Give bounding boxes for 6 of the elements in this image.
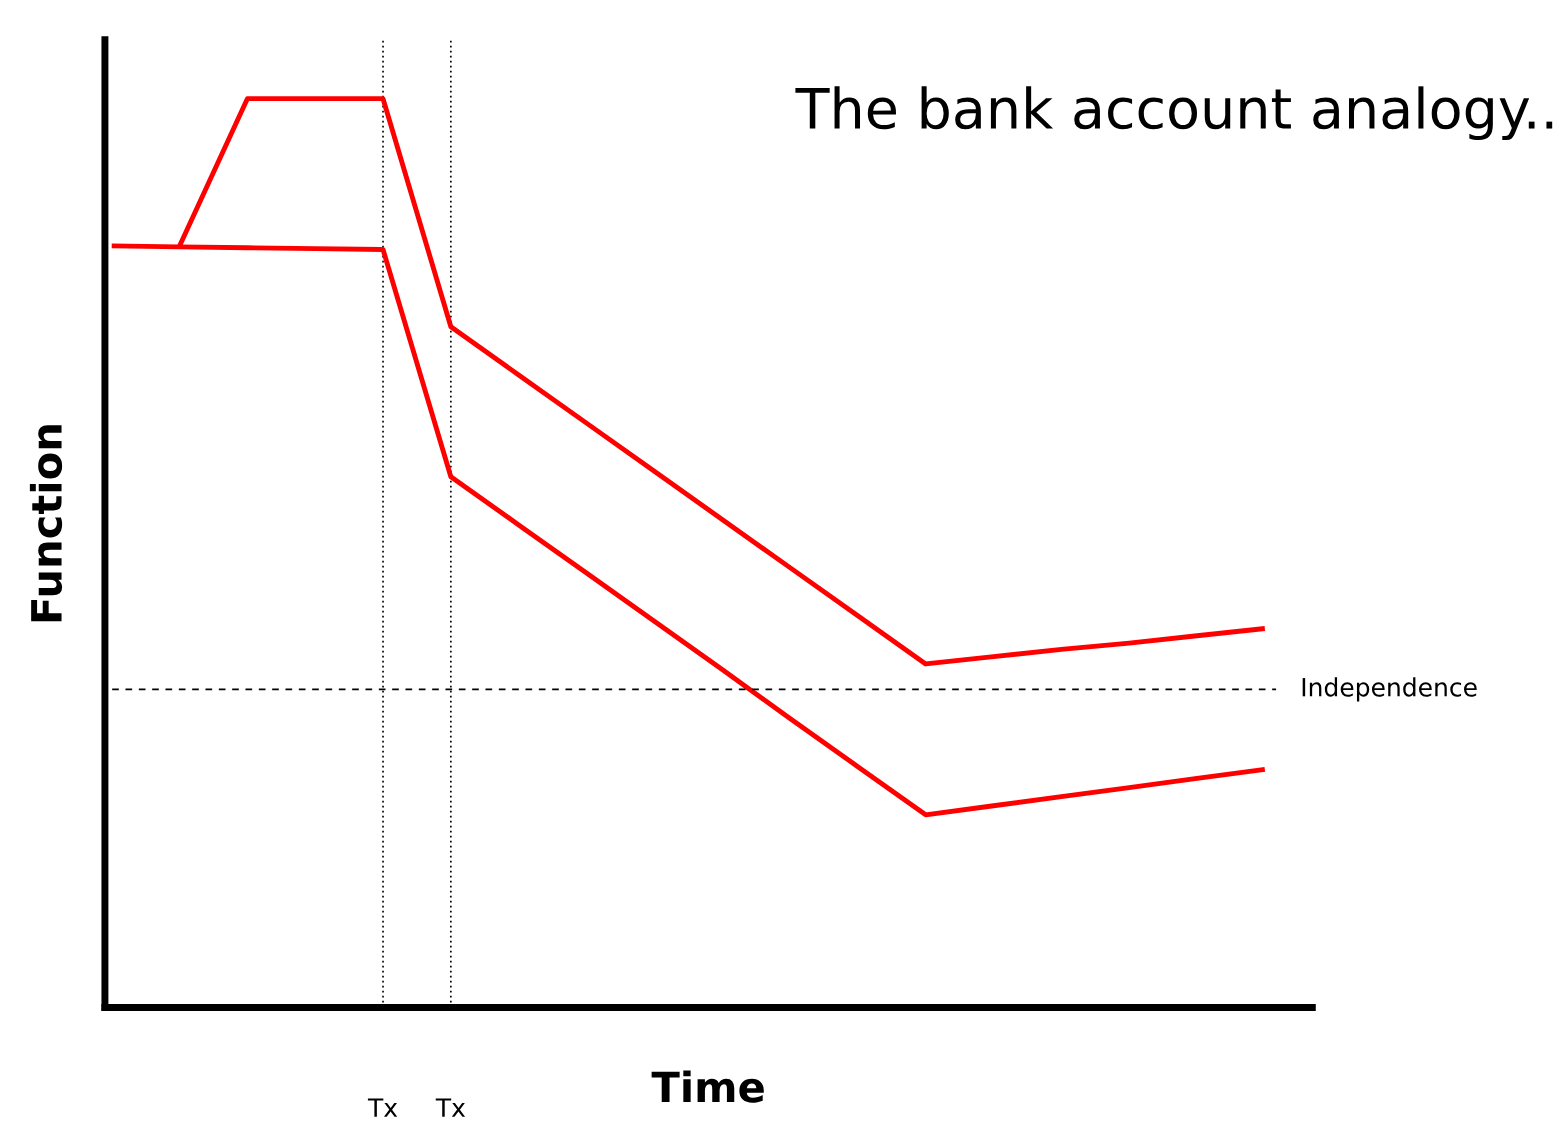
x-tick-label: Tx	[435, 1098, 466, 1117]
ref-line-label: Independence	[1302, 677, 1477, 702]
x-tick-label: Tx	[367, 1098, 398, 1117]
x-axis-title: Time	[651, 1070, 764, 1103]
chart-title: The bank account analogy..	[795, 86, 1553, 141]
y-axis-title: Function	[29, 425, 63, 622]
